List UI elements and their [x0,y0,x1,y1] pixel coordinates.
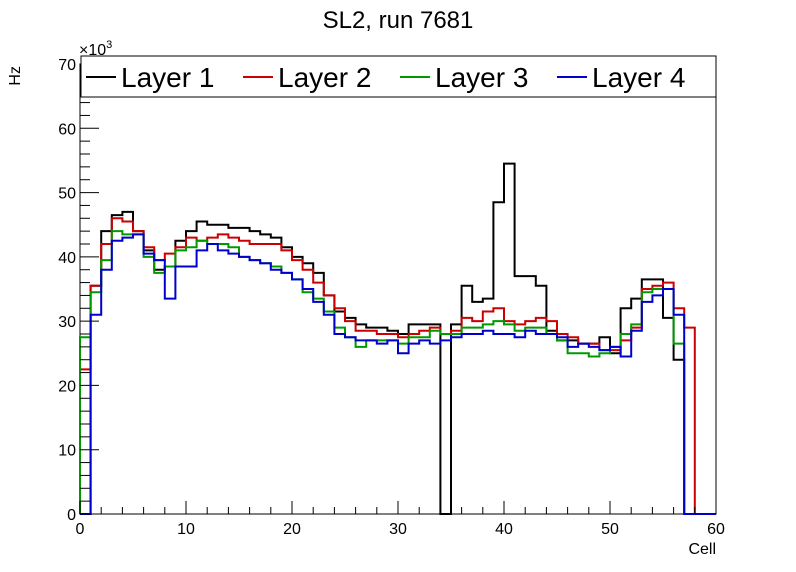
legend-label: Layer 3 [435,62,528,93]
legend: Layer 1 Layer 2 Layer 3 Layer 4 [80,55,717,98]
x-tick-label: 60 [707,521,725,538]
y-tick-label: 0 [67,507,76,524]
x-axis-label: Cell [688,541,716,558]
x-tick-label: 10 [177,521,195,538]
y-tick-label: 70 [58,57,76,74]
y-tick-label: 40 [58,250,76,267]
y-axis-label: Hz [7,66,24,86]
axis-ticks [79,63,717,515]
legend-box [80,55,717,98]
legend-label: Layer 2 [278,62,371,93]
series-4-line [80,233,716,515]
x-tick-label: 30 [389,521,407,538]
x-tick-label: 40 [495,521,513,538]
legend-label: Layer 1 [121,62,214,93]
legend-label: Layer 4 [592,62,685,93]
y-tick-label: 60 [58,121,76,138]
y-tick-label: 30 [58,314,76,331]
x-tick-label: 50 [601,521,619,538]
x-tick-label: 20 [283,521,301,538]
series-1-line [80,162,716,515]
y-multiplier-exponent: 3 [106,39,112,51]
x-tick-label: 0 [76,521,85,538]
y-tick-label: 10 [58,443,76,460]
plot-area [79,63,717,515]
y-tick-label: 50 [58,186,76,203]
y-multiplier-label: ×103 [79,39,112,59]
y-tick-label: 20 [58,378,76,395]
chart-title: SL2, run 7681 [323,7,474,34]
axis-tick-labels: 0 10 20 30 40 50 60 0 10 20 30 40 50 60 70 [58,57,725,538]
